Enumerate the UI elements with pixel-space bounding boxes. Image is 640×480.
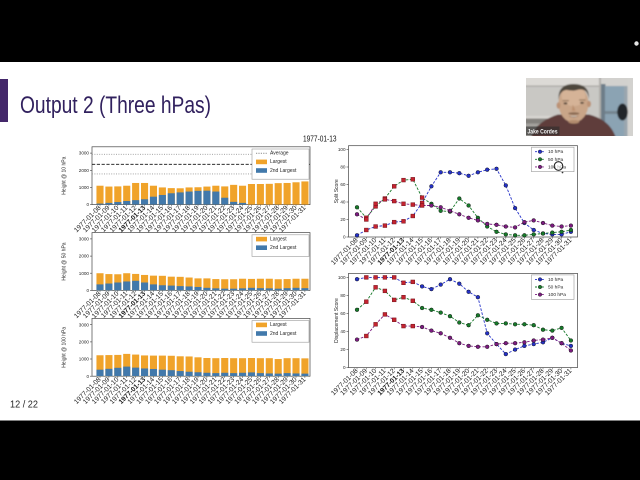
svg-text:60: 60 — [340, 311, 346, 316]
svg-text:1000: 1000 — [79, 185, 90, 190]
svg-text:40: 40 — [340, 200, 346, 205]
svg-text:80: 80 — [340, 165, 346, 170]
svg-text:3000: 3000 — [79, 322, 90, 327]
svg-text:80: 80 — [340, 293, 346, 298]
svg-text:Height @ 10 hPa: Height @ 10 hPa — [62, 156, 68, 194]
svg-text:2nd Largest: 2nd Largest — [270, 331, 297, 337]
svg-text:0: 0 — [86, 202, 89, 207]
svg-text:20: 20 — [340, 217, 346, 222]
svg-text:Largest: Largest — [270, 236, 287, 242]
svg-text:2000: 2000 — [79, 340, 90, 345]
svg-text:0: 0 — [343, 235, 346, 240]
svg-text:Height @ 100 hPa: Height @ 100 hPa — [62, 327, 68, 368]
svg-text:50 hPa: 50 hPa — [548, 157, 564, 163]
svg-text:1000: 1000 — [79, 271, 90, 276]
svg-text:40: 40 — [340, 329, 346, 334]
svg-text:10 hPa: 10 hPa — [548, 149, 564, 155]
svg-text:100 hPa: 100 hPa — [548, 292, 566, 298]
svg-text:60: 60 — [340, 182, 346, 187]
svg-text:Jake Cordes: Jake Cordes — [528, 130, 559, 136]
svg-text:50 hPa: 50 hPa — [548, 285, 564, 291]
svg-text:Split Score: Split Score — [334, 179, 340, 203]
svg-text:0: 0 — [86, 374, 89, 379]
svg-text:Largest: Largest — [270, 159, 287, 165]
svg-text:3000: 3000 — [79, 151, 90, 156]
svg-text:1000: 1000 — [79, 357, 90, 362]
svg-text:2nd Largest: 2nd Largest — [270, 168, 297, 174]
svg-text:12 / 22: 12 / 22 — [10, 399, 38, 411]
svg-text:Output 2 (Three hPas): Output 2 (Three hPas) — [20, 92, 211, 119]
svg-text:20: 20 — [340, 347, 346, 352]
svg-text:1977-01-13: 1977-01-13 — [303, 135, 337, 144]
svg-text:100: 100 — [338, 147, 346, 152]
svg-text:2nd Largest: 2nd Largest — [270, 245, 297, 251]
svg-text:Largest: Largest — [270, 322, 287, 328]
svg-text:Height @ 50 hPa: Height @ 50 hPa — [62, 242, 68, 280]
svg-text:2000: 2000 — [79, 168, 90, 173]
svg-text:Displacement Score: Displacement Score — [334, 298, 340, 343]
svg-text:2000: 2000 — [79, 254, 90, 259]
svg-text:3000: 3000 — [79, 237, 90, 242]
svg-text:0: 0 — [343, 365, 346, 370]
svg-text:10 hPa: 10 hPa — [548, 277, 564, 283]
svg-text:0: 0 — [86, 288, 89, 293]
svg-text:100: 100 — [338, 275, 346, 280]
svg-text:Average: Average — [270, 151, 289, 157]
